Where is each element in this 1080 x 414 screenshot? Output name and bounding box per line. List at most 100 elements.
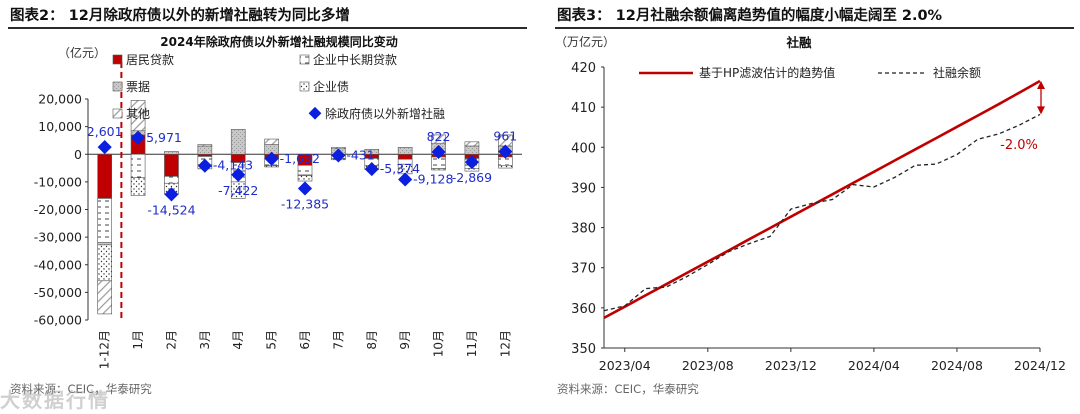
bar-bills xyxy=(464,145,480,155)
bar-other xyxy=(431,134,446,144)
bar-other xyxy=(464,141,480,147)
bar-corp_bond xyxy=(97,244,112,282)
chart-title: 2024年除政府债以外新增社融规模同比变动 xyxy=(160,34,397,49)
bar-corp_bond xyxy=(431,168,446,171)
legend-label-trend: 基于HP滤波估计的趋势值 xyxy=(699,65,835,80)
legend-swatch-corp_bond xyxy=(299,81,310,92)
total-marker xyxy=(498,144,513,159)
right-chart-panel: 图表3： 12月社融余额偏离趋势值的幅度小幅走阔至 2.0% 社融 （万亿元） 35… xyxy=(547,0,1080,414)
bar-corp_bond xyxy=(230,181,246,199)
x-tick-label: 2023/12 xyxy=(765,358,817,373)
total-marker xyxy=(164,187,179,202)
total-marker xyxy=(398,172,413,187)
legend-swatch-other xyxy=(112,108,123,119)
total-marker xyxy=(364,162,379,177)
legend-label-other: 其他 xyxy=(126,107,150,121)
left-figure-title: 图表2： 12月除政府债以外的新增社融转为同比多增 xyxy=(10,8,350,24)
bar-other xyxy=(264,138,279,145)
legend-label-bills: 票据 xyxy=(126,80,150,94)
legend-label-corp_lt: 企业中长期贷款 xyxy=(313,52,397,67)
total-data-label: -5,374 xyxy=(380,161,420,176)
total-marker xyxy=(264,151,279,166)
left-title-rule xyxy=(8,27,527,29)
bar-bills xyxy=(364,148,380,155)
y-tick-label: -50,000 xyxy=(34,285,82,300)
x-tick-label: 2023/04 xyxy=(599,358,651,373)
right-title-rule xyxy=(555,27,1074,29)
bar-bills xyxy=(197,145,213,155)
y-tick-label: 350 xyxy=(571,342,596,357)
x-category-label: 6月 xyxy=(298,330,312,350)
x-tick-label: 2024/08 xyxy=(931,358,983,373)
y-tick-label: 20,000 xyxy=(38,92,82,107)
y-unit-label: （亿元） xyxy=(58,45,106,60)
total-data-label: -4,143 xyxy=(213,158,253,173)
x-category-label: 3月 xyxy=(198,330,212,350)
left-chart-panel: 图表2： 12月除政府债以外的新增社融转为同比多增 2024年除政府债以外新增社… xyxy=(0,0,533,414)
total-data-label: -12,385 xyxy=(281,196,329,211)
total-data-label: -7,422 xyxy=(218,183,258,198)
legend-swatch-total xyxy=(308,106,322,120)
y-tick-label: 390 xyxy=(571,181,596,196)
total-marker xyxy=(464,155,479,170)
y-tick-label: 0 xyxy=(74,147,82,162)
bar-bills xyxy=(397,147,413,155)
deviation-arrow-head-up xyxy=(1037,81,1045,90)
y-tick-label: -30,000 xyxy=(34,230,82,245)
total-marker xyxy=(97,139,112,155)
x-category-label: 4月 xyxy=(231,330,245,350)
bar-resident xyxy=(197,153,213,157)
bar-other xyxy=(197,144,213,147)
total-data-label: 822 xyxy=(427,129,451,144)
legend-swatch-resident xyxy=(112,54,123,65)
balance-line xyxy=(603,113,1041,312)
x-category-label: 1-12月 xyxy=(98,330,112,369)
bar-bills xyxy=(164,151,179,155)
bar-resident xyxy=(397,153,413,160)
total-marker xyxy=(431,144,446,160)
legend-swatch-corp_lt xyxy=(299,54,310,65)
x-category-label: 9月 xyxy=(398,330,412,350)
y-tick-label: 400 xyxy=(571,141,596,156)
x-tick-label: 2024/04 xyxy=(848,358,900,373)
right-source-note: 资料来源：CEIC，华泰研究 xyxy=(557,382,699,396)
left-source-note: 资料来源：CEIC，华泰研究 xyxy=(10,382,152,396)
right-line-chart: 社融 （万亿元） 350 360 370 380 390 400 410 420 2023/04 20… xyxy=(555,34,1066,373)
x-category-label: 7月 xyxy=(331,330,345,350)
total-data-label: 961 xyxy=(493,129,517,144)
legend-swatch-bills xyxy=(112,81,123,92)
total-data-label: 2,601 xyxy=(87,124,123,139)
total-data-label: -2,869 xyxy=(452,170,492,185)
legend-label-total: 除政府债以外新增社融 xyxy=(325,106,445,121)
y-tick-label: 360 xyxy=(571,302,596,317)
x-category-label: 11月 xyxy=(465,330,479,357)
y-tick-label: -40,000 xyxy=(34,257,82,272)
y-tick-label: 10,000 xyxy=(38,119,82,134)
watermark: 大数据行情 xyxy=(0,388,110,412)
y-tick-label: -20,000 xyxy=(34,202,82,217)
legend-label-resident: 居民贷款 xyxy=(126,53,174,67)
y-tick-label: 420 xyxy=(571,61,596,76)
total-data-label: 5,971 xyxy=(146,130,182,145)
x-category-label: 8月 xyxy=(365,330,379,350)
left-bar-chart: 2024年除政府债以外新增社融规模同比变动 （亿元） 20,000 10,000 0 -1… xyxy=(34,34,522,369)
bar-corp_lt xyxy=(130,153,146,179)
bar-corp_bond xyxy=(498,165,513,169)
trend-line xyxy=(603,79,1041,320)
x-category-label: 12月 xyxy=(498,330,512,357)
y-tick-label: 380 xyxy=(571,222,596,237)
total-marker xyxy=(297,181,313,196)
y-tick-label: -10,000 xyxy=(34,174,82,189)
bar-corp_bond xyxy=(130,177,146,196)
legend-label-corp_bond: 企业债 xyxy=(313,79,349,94)
y-tick-label: 410 xyxy=(571,101,596,116)
total-data-label: -431 xyxy=(346,147,374,162)
total-marker xyxy=(331,148,346,163)
x-category-label: 2月 xyxy=(164,330,178,350)
right-figure-title: 图表3： 12月社融余额偏离趋势值的幅度小幅走阔至 2.0% xyxy=(557,8,943,24)
total-marker xyxy=(197,158,212,173)
chart-title: 社融 xyxy=(785,35,812,50)
bar-corp_bond xyxy=(297,175,313,182)
bar-resident xyxy=(164,153,179,177)
y-tick-label: -60,000 xyxy=(34,313,82,328)
